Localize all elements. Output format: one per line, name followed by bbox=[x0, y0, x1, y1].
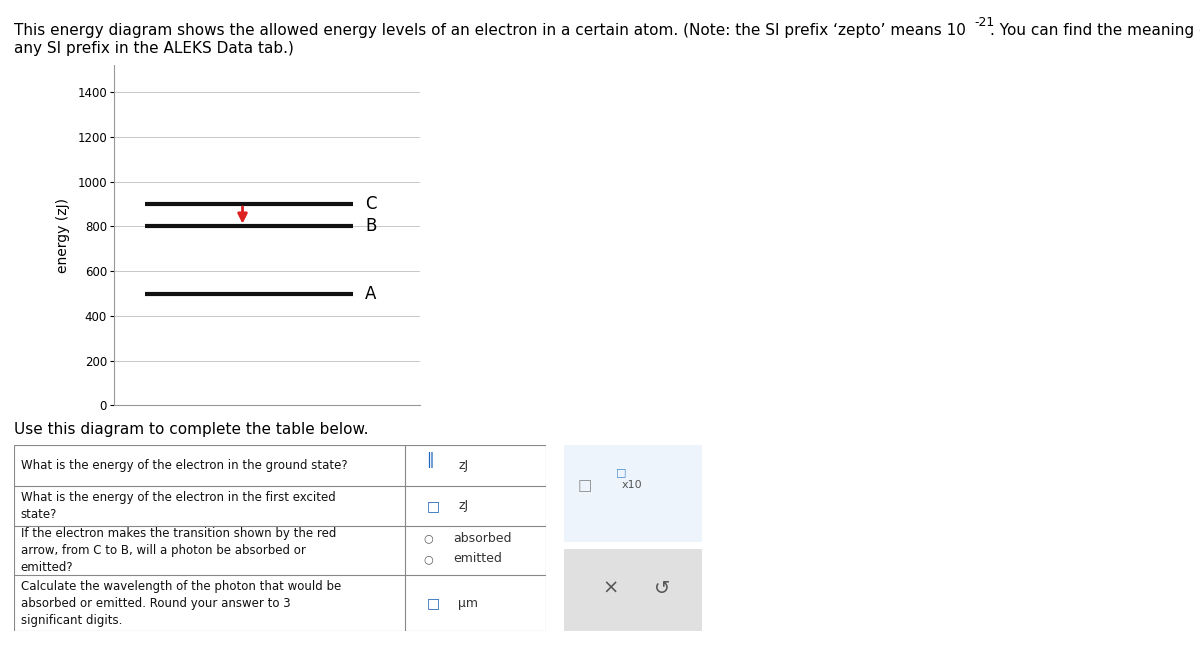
Text: This energy diagram shows the allowed energy levels of an electron in a certain : This energy diagram shows the allowed en… bbox=[14, 23, 966, 38]
Text: If the electron makes the transition shown by the red
arrow, from C to B, will a: If the electron makes the transition sho… bbox=[20, 527, 336, 574]
Text: x10: x10 bbox=[622, 481, 642, 490]
Text: □: □ bbox=[578, 478, 592, 493]
Text: C: C bbox=[365, 195, 377, 213]
Text: ↺: ↺ bbox=[654, 579, 670, 598]
Text: ○: ○ bbox=[424, 554, 433, 564]
Text: A: A bbox=[365, 284, 377, 303]
Text: What is the energy of the electron in the first excited
state?: What is the energy of the electron in th… bbox=[20, 490, 336, 521]
Text: ○: ○ bbox=[424, 534, 433, 543]
Text: □: □ bbox=[426, 499, 439, 513]
Text: B: B bbox=[365, 218, 377, 235]
Text: □: □ bbox=[426, 596, 439, 610]
Text: ×: × bbox=[602, 579, 619, 598]
Text: any SI prefix in the ALEKS Data tab.): any SI prefix in the ALEKS Data tab.) bbox=[14, 41, 294, 56]
Text: □: □ bbox=[617, 467, 626, 477]
Text: μm: μm bbox=[458, 596, 479, 610]
FancyBboxPatch shape bbox=[560, 442, 706, 545]
Text: Calculate the wavelength of the photon that would be
absorbed or emitted. Round : Calculate the wavelength of the photon t… bbox=[20, 579, 341, 627]
Text: Use this diagram to complete the table below.: Use this diagram to complete the table b… bbox=[14, 422, 368, 437]
Text: ‖: ‖ bbox=[426, 452, 434, 468]
Text: . You can find the meaning of: . You can find the meaning of bbox=[990, 23, 1200, 38]
Text: -21: -21 bbox=[974, 16, 995, 29]
Text: What is the energy of the electron in the ground state?: What is the energy of the electron in th… bbox=[20, 458, 348, 472]
FancyBboxPatch shape bbox=[560, 547, 706, 634]
Text: absorbed: absorbed bbox=[452, 532, 511, 545]
Text: emitted: emitted bbox=[452, 553, 502, 566]
Text: zJ: zJ bbox=[458, 499, 468, 512]
Text: zJ: zJ bbox=[458, 458, 468, 472]
Y-axis label: energy (zJ): energy (zJ) bbox=[56, 198, 71, 273]
